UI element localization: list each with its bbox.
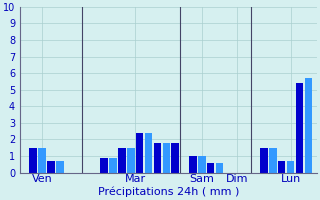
Bar [109, 158, 117, 173]
X-axis label: Précipitations 24h ( mm ): Précipitations 24h ( mm ) [98, 187, 239, 197]
Bar [56, 161, 64, 173]
Bar [47, 161, 55, 173]
Bar [127, 148, 135, 173]
Bar [118, 148, 126, 173]
Bar [145, 133, 152, 173]
Bar [278, 161, 285, 173]
Bar [154, 143, 161, 173]
Bar [172, 143, 179, 173]
Bar [198, 156, 206, 173]
Bar [136, 133, 143, 173]
Bar [189, 156, 197, 173]
Bar [207, 163, 214, 173]
Bar [287, 161, 294, 173]
Bar [29, 148, 37, 173]
Bar [305, 78, 312, 173]
Bar [38, 148, 46, 173]
Bar [269, 148, 276, 173]
Bar [216, 163, 223, 173]
Bar [163, 143, 170, 173]
Bar [296, 83, 303, 173]
Bar [260, 148, 268, 173]
Bar [100, 158, 108, 173]
